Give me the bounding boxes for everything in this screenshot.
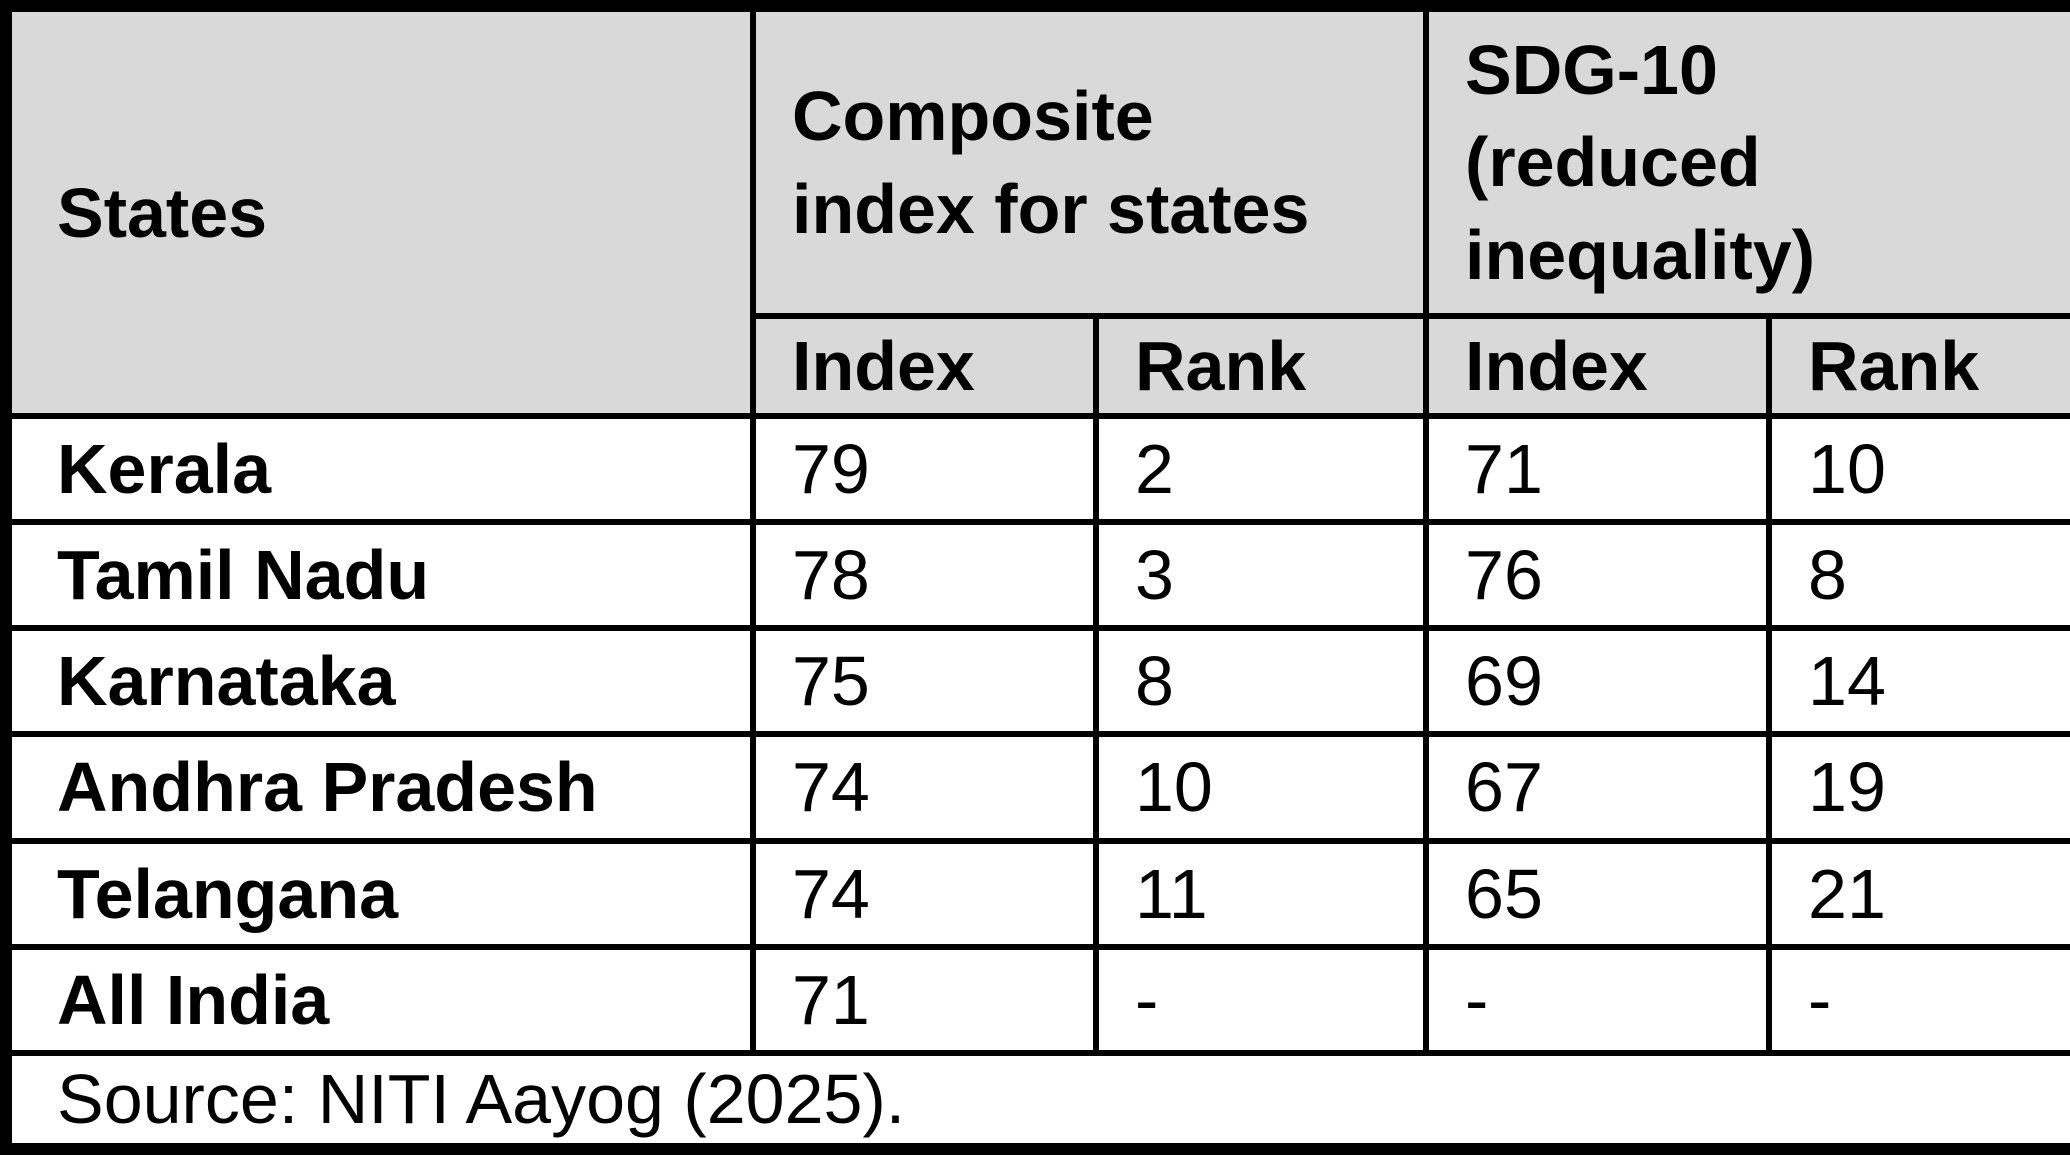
composite-index-cell: 71 bbox=[750, 943, 1099, 1056]
composite-rank-column-header: Rank bbox=[1092, 313, 1430, 419]
source-row: Source: NITI Aayog (2025). bbox=[2, 1049, 2070, 1153]
composite-index-cell: 74 bbox=[750, 731, 1099, 844]
composite-index-cell: 78 bbox=[750, 519, 1099, 632]
table-row-telangana: Telangana 74 11 65 21 bbox=[3, 837, 2070, 950]
table-row-andhra-pradesh: Andhra Pradesh 74 10 67 19 bbox=[3, 731, 2070, 844]
sdg10-index-cell: 69 bbox=[1423, 625, 1773, 738]
states-column-header: States bbox=[3, 3, 756, 419]
composite-rank-cell: 11 bbox=[1092, 837, 1430, 950]
sdg10-rank-column-header: Rank bbox=[1766, 313, 2070, 419]
composite-index-group-header-line2: index for states bbox=[792, 169, 1310, 248]
state-name-cell: Tamil Nadu bbox=[3, 519, 756, 632]
composite-rank-cell: 8 bbox=[1092, 625, 1430, 738]
composite-index-group-header: Composite index for states bbox=[749, 3, 1430, 319]
table-row-tamil-nadu: Tamil Nadu 78 3 76 8 bbox=[3, 519, 2070, 632]
source-note: Source: NITI Aayog (2025). bbox=[2, 1049, 2070, 1153]
header-row-subcolumns: Index Rank Index Rank bbox=[6, 313, 2070, 419]
sdg10-index-cell: 67 bbox=[1423, 731, 1773, 844]
sdg10-rank-cell: 14 bbox=[1766, 625, 2070, 738]
state-name-cell: Andhra Pradesh bbox=[3, 731, 756, 844]
composite-rank-cell: 2 bbox=[1092, 412, 1430, 526]
header-row-groups: States Composite index for states SDG-10… bbox=[3, 3, 2070, 419]
composite-rank-cell: - bbox=[1092, 943, 1430, 1056]
sdg10-rank-cell: 10 bbox=[1766, 412, 2070, 526]
sdg10-rank-cell: 8 bbox=[1766, 519, 2070, 632]
sdg10-index-cell: 65 bbox=[1423, 837, 1773, 950]
composite-index-cell: 74 bbox=[750, 837, 1099, 950]
composite-index-cell: 79 bbox=[750, 412, 1099, 526]
sdg10-index-cell: 71 bbox=[1423, 412, 1773, 526]
sdg10-group-header-line2: (reduced bbox=[1465, 123, 1761, 202]
sdg10-group-header-line1: SDG-10 bbox=[1465, 30, 1718, 109]
composite-rank-cell: 3 bbox=[1092, 519, 1430, 632]
state-name-cell: Telangana bbox=[3, 837, 756, 950]
composite-rank-cell: 10 bbox=[1092, 731, 1430, 844]
composite-index-cell: 75 bbox=[750, 625, 1099, 738]
sdg10-rank-cell: 19 bbox=[1766, 731, 2070, 844]
state-name-cell: All India bbox=[3, 943, 756, 1056]
composite-index-group-header-line1: Composite bbox=[792, 77, 1154, 156]
table-row-karnataka: Karnataka 75 8 69 14 bbox=[3, 625, 2070, 738]
state-name-cell: Kerala bbox=[3, 412, 756, 526]
sdg10-group-header-line3: inequality) bbox=[1465, 215, 1816, 294]
sdg10-index-column-header: Index bbox=[1423, 313, 1773, 419]
state-name-cell: Karnataka bbox=[3, 625, 756, 738]
sdg10-group-header: SDG-10 (reduced inequality) bbox=[1423, 3, 2070, 319]
composite-index-column-header: Index bbox=[750, 313, 1099, 419]
sdg10-rank-cell: - bbox=[1766, 943, 2070, 1056]
sdg10-index-cell: - bbox=[1423, 943, 1773, 1056]
table-row-kerala: Kerala 79 2 71 10 bbox=[3, 412, 2070, 526]
sdg10-index-cell: 76 bbox=[1423, 519, 1773, 632]
table-row-all-india: All India 71 - - - bbox=[3, 943, 2070, 1056]
sdg10-rank-cell: 21 bbox=[1766, 837, 2070, 950]
